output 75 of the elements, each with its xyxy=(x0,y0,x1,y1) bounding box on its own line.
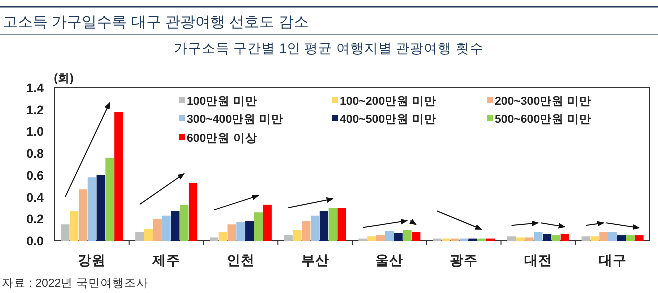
bar xyxy=(560,234,570,241)
bar xyxy=(136,232,144,241)
x-tick-label: 부산 xyxy=(301,253,330,268)
bar xyxy=(582,236,590,241)
bar xyxy=(180,204,189,241)
bar xyxy=(284,236,293,241)
x-tick-label: 인천 xyxy=(226,253,255,268)
bar xyxy=(96,175,106,241)
x-tick-label: 대구 xyxy=(598,253,627,268)
bar xyxy=(114,112,124,241)
bar xyxy=(78,190,88,241)
bar xyxy=(507,236,516,241)
bar xyxy=(617,236,626,241)
bar xyxy=(153,219,162,241)
chart-subtitle: 가구소득 구간별 1인 평균 여행지별 관광여행 횟수 xyxy=(174,41,484,56)
bar xyxy=(162,216,171,241)
bar xyxy=(368,236,376,241)
bar xyxy=(525,238,534,241)
bar xyxy=(106,158,114,241)
bar xyxy=(88,178,96,241)
bar xyxy=(302,221,311,241)
bar xyxy=(385,231,394,241)
legend-label: 300~400만원 미만 xyxy=(187,113,284,126)
x-tick-label: 제주 xyxy=(152,253,181,268)
bar xyxy=(552,236,561,241)
bar xyxy=(70,211,79,241)
y-tick-label: 0.4 xyxy=(26,190,44,205)
bar xyxy=(171,211,180,241)
y-tick-label: 0.8 xyxy=(26,147,44,162)
legend-label: 600만원 이상 xyxy=(187,132,258,145)
y-axis-title: (회) xyxy=(54,72,74,85)
bar xyxy=(188,183,198,241)
legend-label: 400~500만원 미만 xyxy=(340,113,436,126)
bar xyxy=(263,204,272,241)
bar xyxy=(376,236,386,241)
y-tick-label: 0.2 xyxy=(26,212,44,227)
x-tick-label: 대전 xyxy=(524,253,552,268)
bar xyxy=(236,222,246,241)
bar xyxy=(61,224,70,241)
legend-label: 500~600만원 미만 xyxy=(495,113,592,126)
bar xyxy=(210,238,219,241)
bar xyxy=(534,232,543,241)
legend-label: 100만원 미만 xyxy=(187,95,258,108)
bar xyxy=(144,228,154,241)
bar xyxy=(338,208,346,241)
bar xyxy=(412,232,421,241)
bar xyxy=(590,236,600,241)
text: 자료 : 2022년 국민여행조사 xyxy=(2,278,148,290)
legend-label: 100~200만원 미만 xyxy=(340,95,436,108)
bar xyxy=(635,236,644,241)
bar xyxy=(254,212,264,241)
legend-label: 200~300만원 미만 xyxy=(495,95,592,108)
chart-title: 고소득 가구일수록 대구 관광여행 선호도 감소 xyxy=(3,14,309,31)
bar xyxy=(228,224,236,241)
bar xyxy=(218,232,228,241)
y-tick-label: 0.0 xyxy=(26,234,44,248)
bar xyxy=(293,230,302,241)
bar xyxy=(608,232,618,241)
bar xyxy=(320,211,329,241)
bar xyxy=(403,230,412,241)
x-tick-label: 울산 xyxy=(376,253,404,268)
bar xyxy=(516,238,525,241)
bar xyxy=(626,236,635,241)
x-tick-label: 광주 xyxy=(450,253,478,268)
y-tick-label: 1.0 xyxy=(26,125,44,140)
bar xyxy=(600,232,608,241)
bar xyxy=(394,233,403,241)
bar xyxy=(246,221,254,241)
x-tick-label: 강원 xyxy=(78,253,106,268)
y-tick-label: 1.2 xyxy=(26,103,44,118)
y-tick-label: 0.6 xyxy=(26,168,44,183)
bar xyxy=(311,216,320,241)
bar xyxy=(543,234,552,241)
bar xyxy=(328,208,338,241)
y-tick-label: 1.4 xyxy=(26,82,44,96)
